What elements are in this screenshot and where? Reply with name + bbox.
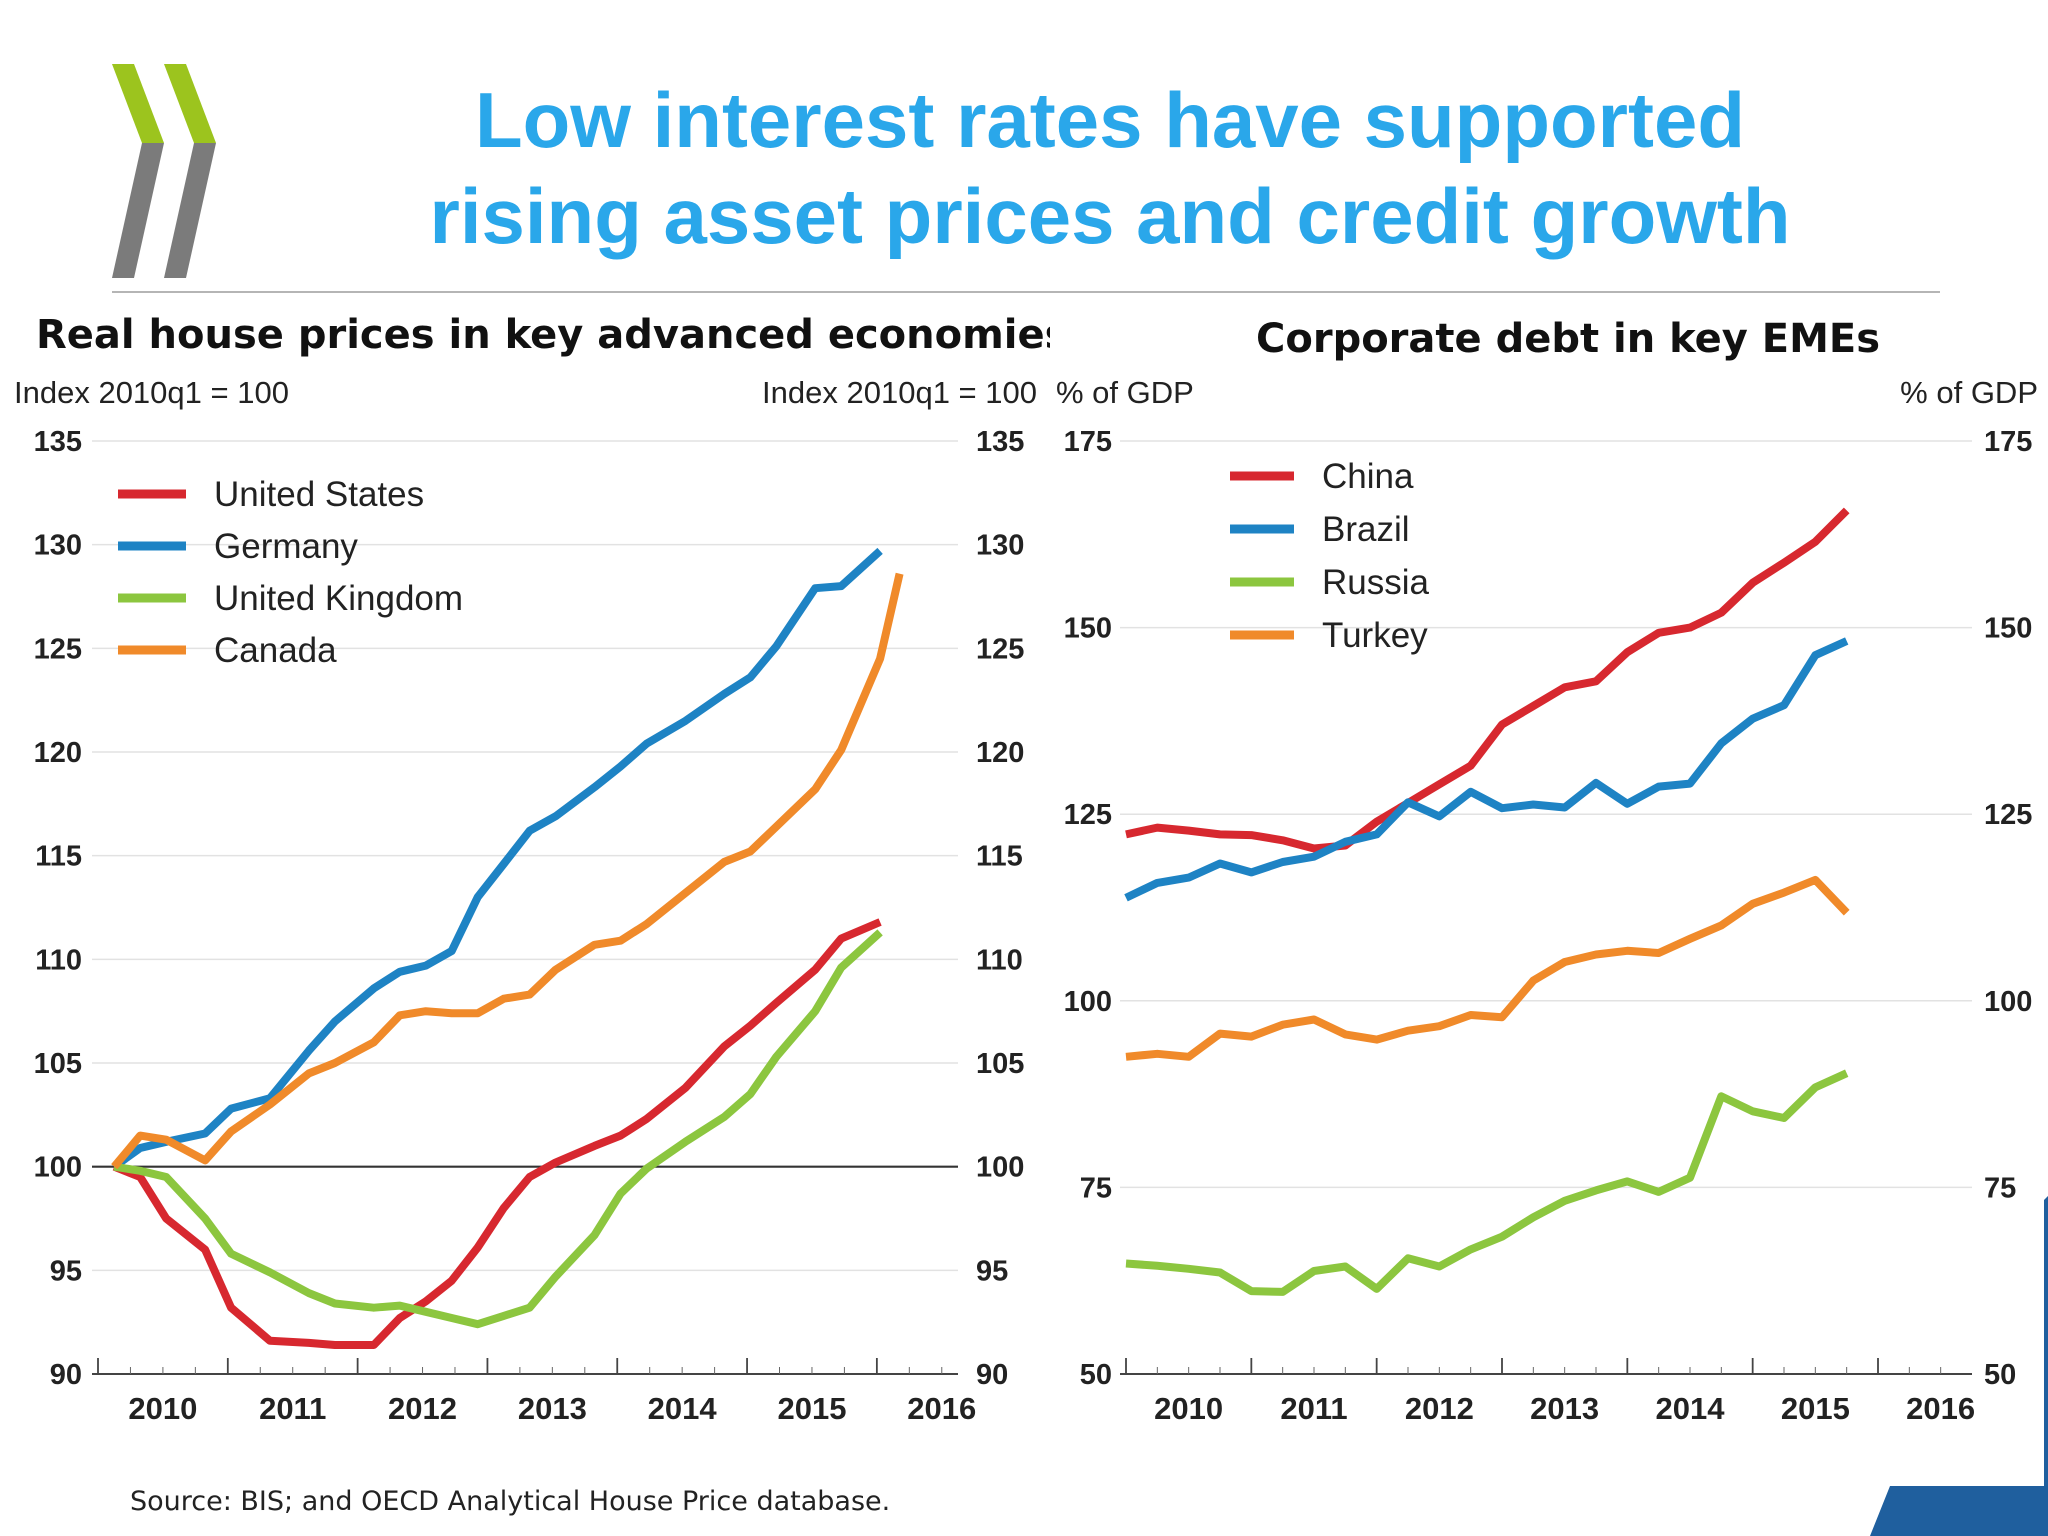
house-prices-right-unit: Index 2010q1 = 100 [762,375,1037,410]
legend-label: Canada [214,631,337,670]
y-tick-label-right: 100 [976,1152,1024,1184]
y-tick-label-right: 125 [1984,799,2032,831]
y-tick-label-left: 105 [34,1048,82,1080]
house-prices-chart-title: Real house prices in key advanced econom… [36,312,1050,358]
y-tick-label-right: 95 [976,1255,1008,1287]
y-tick-label-right: 120 [976,737,1024,769]
x-tick-label: 2010 [1154,1391,1223,1426]
legend-label: China [1322,457,1414,496]
house-prices-chart: Real house prices in key advanced econom… [14,312,1050,1426]
x-tick-label: 2016 [907,1391,976,1426]
series-line-united-states [112,918,882,1349]
y-tick-label-right: 125 [976,633,1024,665]
corporate-debt-chart-title: Corporate debt in key EMEs [1256,316,1880,362]
corporate-debt-chart: Corporate debt in key EMEs % of GDP % of… [1056,316,2038,1426]
y-tick-label-left: 100 [34,1152,82,1184]
legend-label: Brazil [1322,510,1410,549]
logo-chevron-part-3 [164,64,216,143]
x-tick-label: 2013 [518,1391,587,1426]
corporate-debt-legend: China Brazil Russia Turkey [1230,457,1430,655]
y-tick-label-right: 130 [976,530,1024,562]
house-prices-legend: United States Germany United Kingdom Canada [118,475,463,670]
slide-title-line1: Low interest rates have supported [475,76,1745,164]
y-tick-label-left: 135 [34,426,82,458]
x-tick-label: 2015 [777,1391,846,1426]
logo-chevron-part-1 [112,64,164,143]
y-tick-label-left: 115 [35,841,82,873]
corporate-debt-right-unit: % of GDP [1900,375,2038,410]
series-line-china [1125,507,1850,853]
series-line-turkey [1125,875,1850,1061]
y-tick-label-right: 105 [976,1048,1024,1080]
y-tick-label-right: 175 [1984,426,2032,458]
house-prices-x-axis: 2010 2011 2012 2013 2014 2015 2016 [92,1358,976,1426]
x-tick-label: 2014 [648,1391,718,1426]
legend-label: United States [214,475,424,514]
y-tick-label-right: 135 [976,426,1024,458]
y-tick-label-right: 75 [1984,1172,2016,1204]
corporate-debt-series [1124,507,1850,1296]
series-line-canada [111,572,904,1170]
y-tick-label-left: 120 [34,737,82,769]
y-tick-label-right: 110 [976,944,1023,976]
x-tick-label: 2012 [1405,1391,1474,1426]
y-tick-label-left: 150 [1064,613,1112,645]
source-note: Source: BIS; and OECD Analytical House P… [130,1486,891,1517]
y-tick-label-right: 90 [976,1359,1008,1391]
y-tick-label-right: 150 [1984,613,2032,645]
corporate-debt-y-ticks: 175 175 150 150 125 125 100 100 75 75 50 50 [1064,426,2033,1391]
y-tick-label-right: 100 [1984,986,2032,1018]
logo-chevron-part-4 [164,143,216,278]
series-line-brazil [1124,637,1849,902]
x-tick-label: 2014 [1656,1391,1726,1426]
legend-label: Russia [1322,563,1430,602]
y-tick-label-left: 110 [35,944,82,976]
legend-label: Turkey [1322,616,1428,655]
y-tick-label-right: 50 [1984,1359,2016,1391]
oecd-logo [112,64,216,278]
x-tick-label: 2016 [1906,1391,1975,1426]
x-tick-label: 2012 [388,1391,457,1426]
corporate-debt-x-axis: 2010 2011 2012 2013 2014 2015 2016 [1120,1358,1975,1426]
x-tick-label: 2011 [1280,1391,1347,1426]
corporate-debt-left-unit: % of GDP [1056,375,1194,410]
series-line-russia [1125,1069,1849,1296]
y-tick-label-left: 75 [1080,1172,1112,1204]
x-tick-label: 2010 [128,1391,197,1426]
y-tick-label-left: 125 [34,633,82,665]
x-tick-label: 2013 [1530,1391,1599,1426]
house-prices-gridlines [92,440,958,1272]
y-tick-label-left: 90 [50,1359,82,1391]
y-tick-label-left: 175 [1064,426,1112,458]
legend-label: Germany [214,527,358,566]
series-line-germany [111,547,883,1170]
y-tick-label-left: 125 [1064,799,1112,831]
y-tick-label-left: 130 [34,530,82,562]
y-tick-label-left: 100 [1064,986,1112,1018]
x-tick-label: 2011 [259,1391,326,1426]
legend-label: United Kingdom [214,579,463,618]
y-tick-label-left: 95 [50,1255,82,1287]
slide-title: Low interest rates have supported rising… [380,72,1840,264]
corporate-debt-gridlines [1120,440,1972,1189]
title-divider [112,291,1940,293]
house-prices-y-ticks: 135 135 130 130 125 125 120 120 115 115 110 110 105 1… [34,426,1025,1391]
series-line-united-kingdom [113,929,883,1329]
house-prices-series [111,547,904,1349]
y-tick-label-left: 50 [1080,1359,1112,1391]
house-prices-left-unit: Index 2010q1 = 100 [14,375,289,410]
x-tick-label: 2015 [1781,1391,1850,1426]
logo-chevron-part-2 [112,143,164,278]
y-tick-label-right: 115 [976,841,1023,873]
slide-title-line2: rising asset prices and credit growth [429,172,1791,260]
